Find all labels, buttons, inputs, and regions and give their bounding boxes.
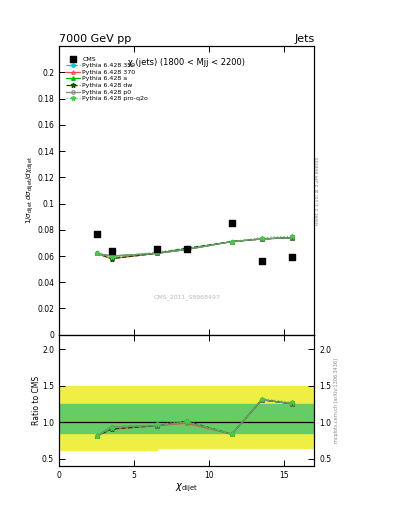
Line: Pythia 6.428 p0: Pythia 6.428 p0 [95, 236, 294, 258]
Text: CMS_2011_S8968497: CMS_2011_S8968497 [153, 294, 220, 300]
Pythia 6.428 a [184, 246, 189, 252]
Line: Pythia 6.428 a: Pythia 6.428 a [95, 236, 294, 258]
Y-axis label: Rivet 3.1.10, ≥ 3.2M events: Rivet 3.1.10, ≥ 3.2M events [315, 156, 320, 225]
Pythia 6.428 pro-q2o [230, 239, 234, 245]
Text: 7000 GeV pp: 7000 GeV pp [59, 34, 131, 44]
Pythia 6.428 a [94, 250, 99, 257]
Pythia 6.428 370 [259, 236, 264, 242]
Y-axis label: mcplots.cern.ch [arXiv:1306.3436]: mcplots.cern.ch [arXiv:1306.3436] [334, 358, 339, 443]
CMS [94, 229, 100, 238]
Pythia 6.428 pro-q2o [154, 249, 159, 255]
Pythia 6.428 a [230, 239, 234, 245]
Pythia 6.428 359 [230, 239, 234, 245]
Text: χ (jets) (1800 < Mjj < 2200): χ (jets) (1800 < Mjj < 2200) [128, 58, 245, 67]
CMS [229, 219, 235, 227]
Line: Pythia 6.428 pro-q2o: Pythia 6.428 pro-q2o [94, 234, 294, 260]
Pythia 6.428 p0 [230, 239, 234, 245]
Pythia 6.428 pro-q2o [109, 254, 114, 261]
Text: Jets: Jets [294, 34, 314, 44]
CMS [184, 245, 190, 253]
CMS [154, 245, 160, 253]
Pythia 6.428 370 [230, 239, 234, 245]
Pythia 6.428 359 [184, 246, 189, 252]
Pythia 6.428 359 [154, 250, 159, 257]
Pythia 6.428 dw [230, 239, 234, 245]
Pythia 6.428 p0 [154, 250, 159, 257]
Pythia 6.428 pro-q2o [290, 233, 294, 240]
Pythia 6.428 a [290, 234, 294, 241]
Pythia 6.428 pro-q2o [184, 245, 189, 251]
Pythia 6.428 370 [154, 250, 159, 257]
Pythia 6.428 p0 [184, 246, 189, 252]
Pythia 6.428 359 [94, 250, 99, 257]
Pythia 6.428 370 [109, 255, 114, 262]
Pythia 6.428 p0 [290, 234, 294, 241]
Pythia 6.428 p0 [259, 236, 264, 242]
Pythia 6.428 dw [109, 255, 114, 262]
CMS [259, 257, 265, 265]
Pythia 6.428 pro-q2o [94, 250, 99, 257]
Pythia 6.428 pro-q2o [259, 234, 264, 241]
Line: Pythia 6.428 dw: Pythia 6.428 dw [94, 235, 294, 261]
X-axis label: $\chi_\mathrm{dijet}$: $\chi_\mathrm{dijet}$ [175, 481, 198, 494]
Y-axis label: Ratio to CMS: Ratio to CMS [31, 376, 40, 425]
Pythia 6.428 p0 [109, 253, 114, 259]
Pythia 6.428 359 [259, 236, 264, 242]
Pythia 6.428 dw [259, 236, 264, 242]
CMS [108, 247, 115, 255]
Y-axis label: $1/\sigma_\mathrm{dijet}\ d\sigma_\mathrm{dijet}/d\chi_\mathrm{dijet}$: $1/\sigma_\mathrm{dijet}\ d\sigma_\mathr… [24, 156, 36, 224]
Pythia 6.428 dw [154, 250, 159, 257]
Pythia 6.428 dw [184, 245, 189, 251]
Line: Pythia 6.428 359: Pythia 6.428 359 [95, 236, 294, 258]
Pythia 6.428 370 [290, 234, 294, 241]
Pythia 6.428 a [259, 236, 264, 242]
Pythia 6.428 370 [94, 250, 99, 257]
Pythia 6.428 359 [290, 234, 294, 241]
Pythia 6.428 p0 [94, 250, 99, 257]
Legend: CMS, Pythia 6.428 359, Pythia 6.428 370, Pythia 6.428 a, Pythia 6.428 dw, Pythia: CMS, Pythia 6.428 359, Pythia 6.428 370,… [64, 55, 149, 102]
Pythia 6.428 a [109, 253, 114, 259]
Pythia 6.428 359 [109, 253, 114, 259]
Pythia 6.428 dw [94, 250, 99, 257]
Line: Pythia 6.428 370: Pythia 6.428 370 [95, 236, 294, 261]
Pythia 6.428 dw [290, 234, 294, 241]
Pythia 6.428 370 [184, 246, 189, 252]
Pythia 6.428 a [154, 250, 159, 257]
CMS [289, 253, 295, 262]
